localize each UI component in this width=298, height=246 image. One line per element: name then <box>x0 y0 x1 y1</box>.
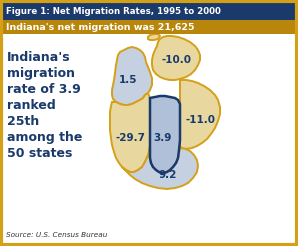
Text: -11.0: -11.0 <box>185 115 215 125</box>
Polygon shape <box>122 148 198 189</box>
Text: -29.7: -29.7 <box>115 133 145 143</box>
Polygon shape <box>180 80 220 149</box>
Text: -10.0: -10.0 <box>161 55 191 65</box>
Polygon shape <box>148 34 160 40</box>
Polygon shape <box>112 47 152 105</box>
Text: Figure 1: Net Migration Rates, 1995 to 2000: Figure 1: Net Migration Rates, 1995 to 2… <box>6 6 221 15</box>
Text: 3.9: 3.9 <box>154 133 172 143</box>
Bar <box>2 20 296 34</box>
Text: Indiana's
migration
rate of 3.9
ranked
25th
among the
50 states: Indiana's migration rate of 3.9 ranked 2… <box>7 51 82 160</box>
Polygon shape <box>110 93 150 172</box>
Text: 9.2: 9.2 <box>159 170 177 180</box>
Text: Source: U.S. Census Bureau: Source: U.S. Census Bureau <box>6 232 107 238</box>
Text: 1.5: 1.5 <box>119 75 137 85</box>
Bar <box>2 2 296 20</box>
Polygon shape <box>152 36 200 80</box>
Text: Indiana's net migration was 21,625: Indiana's net migration was 21,625 <box>6 22 195 31</box>
Bar <box>2 34 296 244</box>
Polygon shape <box>150 96 180 173</box>
